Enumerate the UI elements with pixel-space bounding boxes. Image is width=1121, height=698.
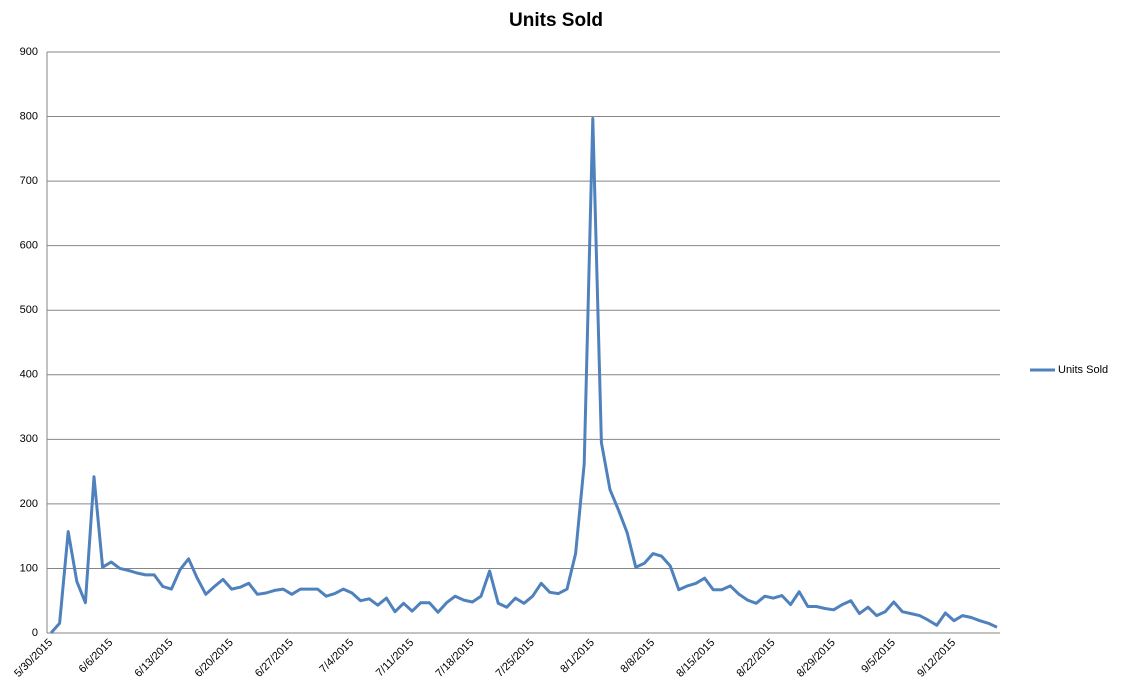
y-tick-label: 500: [20, 304, 38, 316]
x-tick-label: 8/8/2015: [618, 637, 657, 676]
y-tick-label: 600: [20, 240, 38, 252]
x-tick-label: 7/4/2015: [317, 637, 356, 676]
x-tick-label: 6/13/2015: [132, 637, 175, 680]
line: [49, 117, 998, 634]
x-tick-label: 9/5/2015: [859, 637, 898, 676]
x-tick-label: 7/18/2015: [433, 637, 476, 680]
x-tick-label: 6/27/2015: [253, 637, 296, 680]
x-tick-label: 8/15/2015: [674, 637, 717, 680]
x-tick-label: 7/25/2015: [494, 637, 537, 680]
x-tick-label: 5/30/2015: [12, 637, 55, 680]
y-tick-label: 300: [20, 433, 38, 445]
y-tick-label: 0: [32, 627, 38, 639]
y-tick-label: 200: [20, 498, 38, 510]
x-tick-label: 7/11/2015: [374, 637, 417, 680]
x-tick-label: 8/22/2015: [734, 637, 777, 680]
x-tick-label: 6/6/2015: [77, 637, 116, 676]
x-tick-label: 8/29/2015: [795, 637, 838, 680]
x-tick-label: 6/20/2015: [193, 637, 236, 680]
x-tick-label: 8/1/2015: [558, 637, 597, 676]
y-tick-label: 400: [20, 369, 38, 381]
y-tick-label: 900: [20, 46, 38, 58]
legend-label: Units Sold: [1058, 364, 1108, 376]
chart-title: Units Sold: [509, 10, 603, 31]
y-tick-label: 100: [20, 562, 38, 574]
y-tick-label: 700: [20, 175, 38, 187]
x-tick-label: 9/12/2015: [915, 637, 958, 680]
y-tick-label: 800: [20, 110, 38, 122]
